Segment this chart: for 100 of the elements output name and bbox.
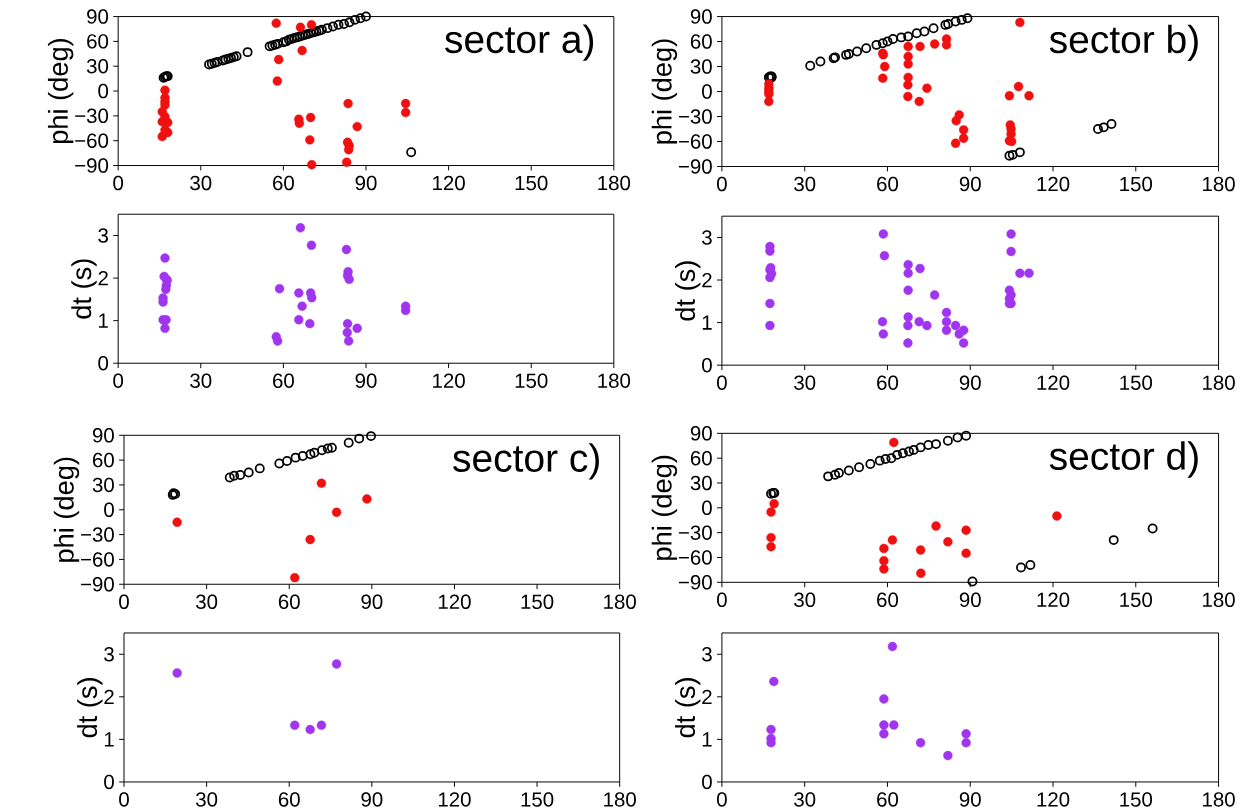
y-tick-label: 0 (702, 357, 712, 373)
x-tick-label: 30 (196, 594, 218, 609)
x-tick-label: 60 (877, 792, 899, 807)
x-tick-label: 60 (273, 175, 294, 191)
x-tick-label: 0 (717, 375, 727, 390)
y-tick-label: 90 (87, 9, 109, 24)
y-tick-label: −90 (75, 158, 109, 173)
y-tick-label: −30 (678, 525, 712, 540)
x-tick-label: 150 (521, 792, 554, 807)
y-tick-label: 0 (104, 774, 114, 790)
y-tick-label: 3 (104, 646, 114, 662)
y-tick-label: 90 (690, 9, 712, 24)
y-tick-label: 1 (104, 732, 114, 747)
y-tick-label: 0 (702, 500, 712, 515)
x-tick-label: 30 (196, 792, 218, 807)
x-tick-label: 60 (877, 375, 899, 390)
y-tick-label: 1 (99, 313, 108, 328)
y-tick-label: 2 (702, 272, 712, 288)
y-tick-label: −60 (75, 133, 109, 148)
chart-title: sector d) (1049, 441, 1198, 478)
x-tick-label: 150 (1120, 792, 1153, 807)
y-tick-label: 60 (690, 450, 712, 466)
x-tick-label: 120 (1037, 176, 1070, 192)
y-axis-title: phi (deg) (651, 39, 678, 144)
y-tick-label: 60 (93, 452, 114, 468)
y-tick-label: −90 (678, 574, 712, 590)
x-tick-label: 0 (119, 594, 129, 609)
x-tick-label: 150 (515, 175, 548, 191)
x-tick-label: 60 (877, 592, 899, 607)
y-tick-label: −30 (81, 527, 114, 542)
y-tick-label: 0 (104, 502, 114, 517)
x-tick-label: 150 (521, 594, 554, 609)
y-tick-label: 30 (92, 477, 114, 493)
chart-title: sector b) (1049, 24, 1198, 61)
x-tick-label: 90 (959, 792, 981, 807)
chart-title: sector c) (453, 443, 599, 480)
x-tick-label: 150 (515, 373, 548, 388)
x-tick-label: 90 (959, 176, 981, 192)
y-tick-label: −60 (81, 552, 114, 567)
y-tick-label: 60 (87, 34, 109, 49)
x-tick-label: 180 (1203, 592, 1235, 607)
y-tick-label: 3 (98, 228, 108, 243)
x-tick-label: 120 (1037, 375, 1070, 390)
x-tick-label: 60 (877, 176, 899, 192)
y-tick-label: 3 (702, 230, 712, 245)
x-tick-label: 30 (794, 592, 816, 607)
y-tick-label: 3 (702, 646, 712, 662)
x-tick-label: 150 (1120, 592, 1153, 607)
chart-title: sector a) (445, 24, 594, 61)
x-tick-label: 120 (1037, 792, 1070, 807)
x-tick-label: 180 (598, 373, 631, 388)
y-tick-label: 0 (98, 355, 109, 371)
x-tick-label: 120 (1037, 592, 1070, 607)
x-tick-label: 90 (355, 373, 377, 388)
y-tick-label: 0 (98, 83, 109, 99)
y-tick-label: 2 (98, 270, 108, 286)
x-tick-label: 60 (278, 792, 300, 807)
x-tick-label: 120 (438, 594, 471, 609)
y-tick-label: 0 (702, 84, 712, 99)
x-tick-label: 180 (1203, 176, 1235, 192)
y-axis-title: dt (s) (77, 678, 103, 738)
x-tick-label: 180 (1203, 375, 1235, 390)
y-tick-label: −60 (678, 550, 712, 565)
x-tick-label: 30 (794, 792, 816, 807)
x-tick-label: 90 (361, 792, 383, 807)
x-tick-label: 180 (604, 594, 636, 609)
x-tick-label: 120 (438, 792, 471, 807)
y-tick-label: 30 (86, 58, 109, 74)
y-tick-label: 2 (104, 689, 114, 704)
y-tick-label: −90 (678, 159, 712, 174)
y-tick-label: −30 (678, 109, 712, 124)
x-tick-label: 120 (433, 175, 465, 191)
y-tick-label: 90 (92, 427, 114, 443)
x-tick-label: 90 (355, 175, 377, 191)
y-axis-title: dt (s) (71, 259, 97, 319)
x-tick-label: 180 (1203, 792, 1235, 807)
y-tick-label: −30 (75, 108, 109, 124)
y-tick-label: −60 (678, 134, 712, 149)
x-tick-label: 60 (273, 373, 294, 388)
x-tick-label: 30 (190, 175, 212, 191)
x-tick-label: 150 (1120, 176, 1153, 192)
y-tick-label: 0 (702, 774, 712, 790)
x-tick-label: 150 (1120, 375, 1153, 390)
y-tick-label: 2 (702, 689, 712, 704)
x-tick-label: 180 (604, 792, 636, 807)
x-tick-label: 120 (433, 373, 465, 388)
y-axis-title: dt (s) (675, 678, 701, 738)
y-tick-label: −90 (81, 576, 114, 592)
x-tick-label: 30 (794, 375, 816, 390)
x-tick-label: 90 (959, 375, 981, 390)
y-tick-label: 1 (702, 732, 712, 747)
y-axis-title: phi (deg) (53, 457, 80, 562)
x-tick-label: 60 (278, 594, 300, 609)
y-tick-label: 60 (690, 34, 712, 49)
x-tick-label: 0 (119, 792, 129, 807)
x-tick-label: 90 (361, 594, 383, 609)
y-axis-title: phi (deg) (47, 38, 74, 144)
x-tick-label: 180 (598, 175, 631, 191)
x-tick-label: 30 (794, 176, 816, 192)
y-axis-title: dt (s) (675, 261, 701, 321)
